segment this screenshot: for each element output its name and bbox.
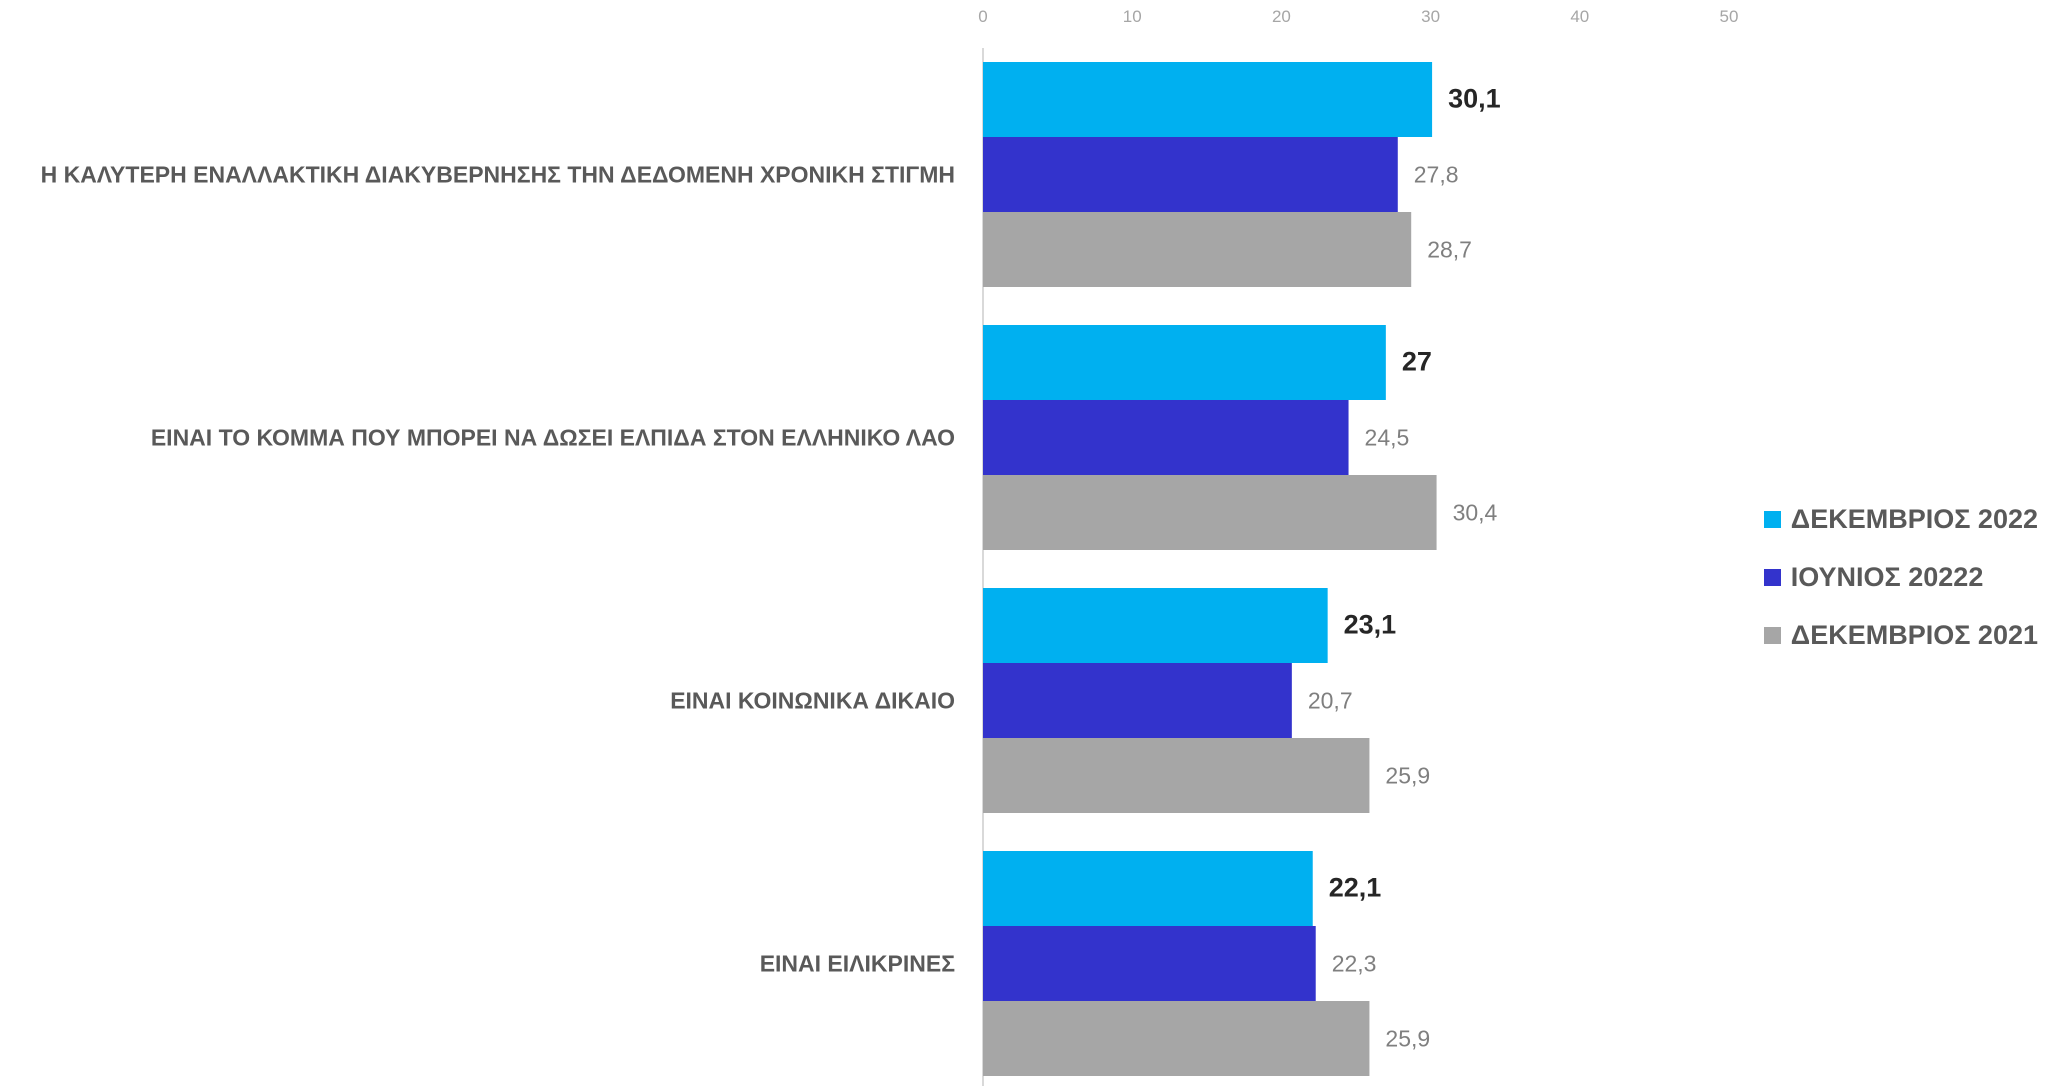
data-label: 25,9 xyxy=(1385,763,1430,789)
data-label: 28,7 xyxy=(1427,237,1472,263)
legend-label: ΙΟΥΝΙΟΣ 20222 xyxy=(1790,561,1984,592)
bar xyxy=(983,62,1433,137)
data-label: 27,8 xyxy=(1414,162,1459,188)
legend-label: ΔΕΚΕΜΒΡΙΟΣ 2022 xyxy=(1790,503,2038,534)
category-label: ΕΙΝΑΙ ΕΙΛΙΚΡΙΝΕΣ xyxy=(760,951,955,977)
data-label: 25,9 xyxy=(1385,1026,1430,1052)
bar xyxy=(983,212,1412,287)
legend-item: ΙΟΥΝΙΟΣ 20222 xyxy=(1763,548,2038,606)
bar xyxy=(983,926,1316,1001)
legend-label: ΔΕΚΕΜΒΡΙΟΣ 2021 xyxy=(1790,619,2038,650)
data-label: 27 xyxy=(1402,347,1432,377)
legend-swatch xyxy=(1763,626,1781,644)
category-label: ΕΙΝΑΙ ΚΟΙΝΩΝΙΚΑ ΔΙΚΑΙΟ xyxy=(670,688,955,714)
bar xyxy=(983,400,1349,475)
data-label: 30,1 xyxy=(1448,84,1501,114)
data-label: 30,4 xyxy=(1453,500,1498,526)
x-tick-label: 10 xyxy=(1123,7,1142,26)
data-label: 20,7 xyxy=(1308,688,1353,714)
legend-item: ΔΕΚΕΜΒΡΙΟΣ 2021 xyxy=(1763,606,2038,664)
bar xyxy=(983,137,1398,212)
bar xyxy=(983,475,1437,550)
x-tick-label: 40 xyxy=(1570,7,1589,26)
bar xyxy=(983,325,1386,400)
data-label: 24,5 xyxy=(1365,425,1410,451)
legend-swatch xyxy=(1763,510,1781,528)
legend-item: ΔΕΚΕΜΒΡΙΟΣ 2022 xyxy=(1763,490,2038,548)
data-label: 23,1 xyxy=(1344,610,1397,640)
bar xyxy=(983,663,1292,738)
category-label: ΕΙΝΑΙ ΤΟ ΚΟΜΜΑ ΠΟΥ ΜΠΟΡΕΙ ΝΑ ΔΩΣΕΙ ΕΛΠΙΔ… xyxy=(151,425,955,451)
bar xyxy=(983,588,1328,663)
x-tick-label: 50 xyxy=(1720,7,1739,26)
legend-swatch xyxy=(1763,568,1781,586)
x-tick-label: 0 xyxy=(978,7,987,26)
category-label: Η ΚΑΛΥΤΕΡΗ ΕΝΑΛΛΑΚΤΙΚΗ ΔΙΑΚΥΒΕΡΝΗΣΗΣ ΤΗΝ… xyxy=(41,162,955,188)
x-tick-label: 30 xyxy=(1421,7,1440,26)
x-tick-label: 20 xyxy=(1272,7,1291,26)
bar xyxy=(983,1001,1370,1076)
bar xyxy=(983,738,1370,813)
data-label: 22,3 xyxy=(1332,951,1377,977)
bar xyxy=(983,851,1313,926)
data-label: 22,1 xyxy=(1329,873,1382,903)
legend: ΔΕΚΕΜΒΡΙΟΣ 2022 ΙΟΥΝΙΟΣ 20222 ΔΕΚΕΜΒΡΙΟΣ 2… xyxy=(1763,490,2038,664)
